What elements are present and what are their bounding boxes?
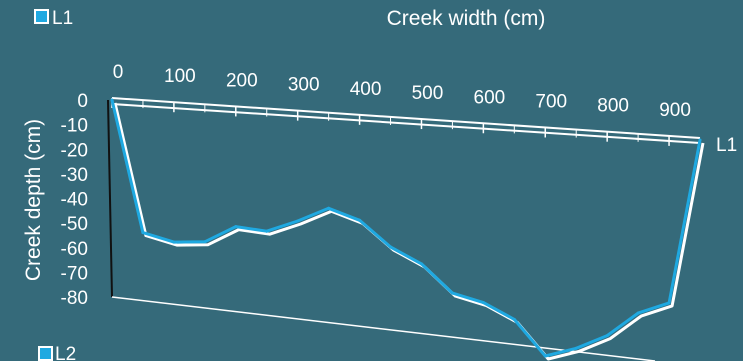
y-tick-label--40: -40	[61, 190, 88, 211]
y-tick-label-0: 0	[77, 91, 88, 112]
data-point-500	[419, 262, 423, 266]
data-point-850	[636, 311, 640, 315]
data-point-300	[296, 219, 300, 223]
x-tick-label-700: 700	[535, 91, 567, 112]
data-point-250	[265, 229, 269, 233]
x-tick-label-0: 0	[113, 62, 124, 83]
y-axis-tick-labels: 0 -10 -20 -30 -40 -50 -60 -70 -80	[61, 91, 88, 309]
x-axis-title: Creek width (cm)	[387, 7, 546, 30]
data-point-550	[450, 291, 454, 295]
data-point-100	[172, 240, 176, 244]
x-tick-label-400: 400	[350, 79, 382, 100]
legend-swatch-l1	[34, 9, 49, 24]
legend-swatch-l2	[38, 346, 53, 361]
legend-entry-l1: L1	[34, 8, 73, 29]
y-tick-label--60: -60	[61, 239, 88, 260]
x-tick-label-200: 200	[226, 70, 258, 91]
y-tick-label--80: -80	[61, 288, 88, 309]
top-edge-back	[111, 97, 701, 139]
x-axis-ticks	[111, 98, 670, 146]
series-outline-L1	[113, 102, 705, 361]
data-point-400	[358, 218, 362, 222]
data-point-900	[667, 301, 671, 305]
data-point-450	[389, 245, 393, 249]
data-point-200	[234, 225, 238, 229]
x-axis-tick-labels: 0 100 200 300 400 500 600 700 800 900	[113, 62, 691, 121]
x-tick-label-100: 100	[164, 66, 196, 87]
legend-entry-l2: L2	[38, 344, 76, 361]
left-axis	[107, 99, 113, 298]
data-point-0	[110, 98, 114, 102]
x-tick-label-500: 500	[412, 83, 444, 104]
data-point-50	[141, 231, 145, 235]
y-tick-label--50: -50	[61, 214, 88, 235]
y-tick-label--20: -20	[61, 140, 88, 161]
x-tick-label-800: 800	[597, 96, 629, 117]
chart-frame	[107, 97, 701, 361]
data-point-650	[512, 317, 516, 321]
data-point-800	[605, 334, 609, 338]
series-line-L1	[110, 99, 702, 358]
series-label-l1: L1	[716, 135, 737, 156]
y-axis-title: Creek depth (cm)	[22, 119, 45, 281]
y-tick-label--70: -70	[61, 263, 88, 284]
x-tick-label-300: 300	[288, 75, 320, 96]
legend-label-l1: L1	[52, 8, 73, 29]
legend-label-l2: L2	[55, 344, 76, 361]
data-point-150	[203, 240, 207, 244]
data-point-950	[698, 138, 702, 142]
y-tick-label--30: -30	[61, 165, 88, 186]
top-edge-front	[111, 103, 701, 144]
data-point-750	[574, 346, 578, 350]
x-tick-label-900: 900	[659, 100, 691, 121]
series-group	[110, 98, 705, 361]
data-point-600	[481, 301, 485, 305]
y-tick-label--10: -10	[61, 116, 88, 137]
x-tick-label-600: 600	[474, 87, 506, 108]
data-point-700	[543, 354, 547, 358]
data-point-350	[327, 206, 331, 210]
